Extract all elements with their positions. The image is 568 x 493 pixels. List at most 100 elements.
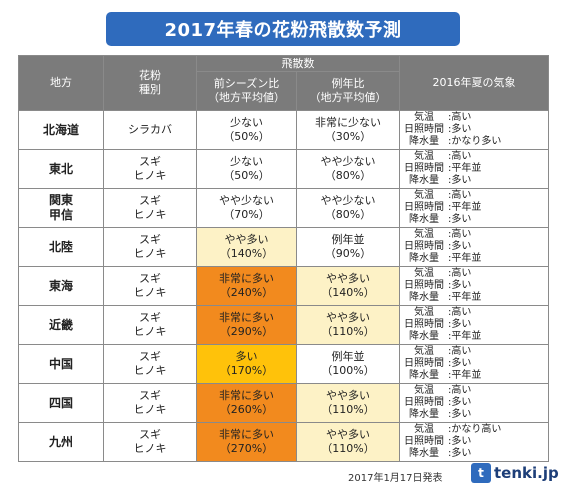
weather-line: 気温:高い	[401, 112, 548, 124]
weather-value: :高い	[448, 229, 472, 240]
species-cell: スギ ヒノキ	[103, 305, 197, 345]
normal-year-cell: 例年並 （90%）	[296, 227, 400, 267]
weather-label: 日照時間	[404, 202, 444, 213]
weather-label: 降水量	[409, 136, 439, 147]
weather-line: 日照時間:多い	[401, 241, 548, 253]
weather-line: 気温 :高い	[401, 151, 548, 163]
normal-year-cell: やや多い （110%）	[296, 422, 400, 462]
weather-value: :多い	[448, 214, 472, 225]
forecast-percent: （140%）	[321, 286, 375, 299]
weather-line: 降水量:多い	[401, 175, 548, 187]
forecast-percent: （50%）	[223, 130, 270, 143]
forecast-text: 非常に多い	[219, 428, 274, 441]
forecast-text: やや少ない	[320, 194, 376, 207]
weather-value: :多い	[448, 241, 472, 252]
forecast-text: 多い	[235, 350, 258, 363]
weather-label: 降水量	[409, 448, 439, 459]
weather-line: 降水量:平年並	[401, 331, 548, 343]
weather-value: :平年並	[448, 292, 482, 303]
weather-label: 日照時間	[404, 280, 444, 291]
summer-weather-cell: 気温 :かなり高い 日照時間:多い 降水量:多い	[399, 422, 549, 462]
forecast-text: 非常に多い	[219, 311, 274, 324]
weather-label: 気温	[414, 385, 434, 396]
weather-value: :高い	[448, 268, 472, 279]
weather-line: 降水量:平年並	[401, 253, 548, 265]
tenki-logo-text: tenki.jp	[494, 464, 559, 482]
weather-value: :高い	[448, 112, 472, 123]
weather-line: 日照時間:多い	[401, 280, 548, 292]
forecast-text: やや多い	[326, 428, 370, 441]
weather-line: 日照時間:平年並	[401, 163, 548, 175]
species-cell: スギ ヒノキ	[103, 266, 197, 306]
weather-value: :多い	[448, 175, 472, 186]
region-cell: 中国	[18, 344, 104, 384]
table-row: 関東 甲信 スギ ヒノキ やや少ない （70%） やや少ない （80%） 気温:高い 日照時間…	[18, 188, 549, 228]
forecast-text: やや少ない	[219, 194, 274, 207]
weather-line: 気温:高い	[401, 307, 548, 319]
summer-weather-cell: 気温:高い 日照時間:多い 降水量:平年並	[399, 344, 549, 384]
weather-line: 降水量:多い	[401, 448, 548, 460]
forecast-text: やや多い	[224, 233, 269, 246]
publish-date: 2017年1月17日発表	[348, 473, 443, 484]
header-species: 花粉 種別	[103, 55, 197, 111]
table-row: 東海 スギ ヒノキ 非常に多い （240%） やや多い （140%） 気温:高い 日照時間:多…	[18, 266, 549, 306]
table-row: 中国 スギ ヒノキ 多い （170%） 例年並 （100%） 気温:高い 日照時間:多い 降水量…	[18, 344, 549, 384]
forecast-percent: （170%）	[219, 364, 274, 377]
weather-label: 気温	[414, 151, 434, 162]
weather-value: :高い	[448, 190, 472, 201]
header-summer-weather: 2016年夏の気象	[399, 55, 549, 111]
forecast-text: 例年並	[331, 233, 365, 246]
weather-label: 気温	[414, 190, 434, 201]
tenki-logo-icon: t	[471, 463, 491, 483]
weather-line: 日照時間:多い	[401, 436, 548, 448]
weather-value: :高い	[448, 385, 472, 396]
region-cell: 四国	[18, 383, 104, 423]
weather-label: 日照時間	[404, 358, 444, 369]
weather-value: :多い	[448, 397, 472, 408]
tenki-logo: t tenki.jp	[471, 463, 559, 483]
prev-season-cell: 非常に多い （260%）	[196, 383, 297, 423]
region-cell: 北海道	[18, 110, 104, 150]
weather-value: :かなり多い	[448, 136, 502, 147]
summer-weather-cell: 気温 :高い 日照時間:平年並 降水量:多い	[399, 149, 549, 189]
forecast-percent: （140%）	[219, 247, 274, 260]
prev-season-cell: 非常に多い （270%）	[196, 422, 297, 462]
region-cell: 関東 甲信	[18, 188, 104, 228]
weather-label: 降水量	[409, 292, 439, 303]
weather-line: 日照時間:平年並	[401, 202, 548, 214]
page-title: 2017年春の花粉飛散数予測	[106, 12, 460, 46]
weather-value: :多い	[448, 319, 472, 330]
header-region: 地方	[18, 55, 104, 111]
prev-season-cell: やや少ない （70%）	[196, 188, 297, 228]
weather-label: 気温	[414, 424, 434, 435]
forecast-text: 非常に多い	[219, 389, 274, 402]
weather-value: :高い	[448, 151, 472, 162]
weather-line: 気温 :高い	[401, 385, 548, 397]
weather-label: 降水量	[409, 370, 439, 381]
summer-weather-cell: 気温:高い 日照時間:多い 降水量:平年並	[399, 266, 549, 306]
forecast-percent: （290%）	[219, 325, 274, 338]
normal-year-cell: 例年並 （100%）	[296, 344, 400, 384]
weather-label: 降水量	[409, 331, 439, 342]
prev-season-cell: 多い （170%）	[196, 344, 297, 384]
weather-line: 日照時間:多い	[401, 319, 548, 331]
region-cell: 北陸	[18, 227, 104, 267]
table-row: 北陸 スギ ヒノキ やや多い （140%） 例年並 （90%） 気温:高い 日照時間:多い 降水…	[18, 227, 549, 267]
summer-weather-cell: 気温:高い 日照時間:多い 降水量:平年並	[399, 227, 549, 267]
weather-line: 降水量:平年並	[401, 370, 548, 382]
forecast-text: 少ない	[230, 116, 263, 129]
prev-season-cell: 少ない （50%）	[196, 110, 297, 150]
weather-value: :かなり高い	[448, 424, 502, 435]
forecast-percent: （100%）	[321, 364, 375, 377]
weather-line: 日照時間:多い	[401, 124, 548, 136]
weather-value: :多い	[448, 124, 472, 135]
weather-label: 日照時間	[404, 397, 444, 408]
weather-line: 気温:高い	[401, 346, 548, 358]
pollen-forecast-table: 地方 花粉 種別 飛散数 2016年夏の気象 前シーズン比 （地方平均値） 例年…	[18, 55, 549, 462]
summer-weather-cell: 気温:高い 日照時間:多い 降水量:平年並	[399, 305, 549, 345]
forecast-text: やや少ない	[320, 155, 376, 168]
summer-weather-cell: 気温:高い 日照時間:多い 降水量 :かなり多い	[399, 110, 549, 150]
normal-year-cell: やや少ない （80%）	[296, 149, 400, 189]
forecast-percent: （50%）	[223, 169, 270, 182]
species-cell: スギ ヒノキ	[103, 383, 197, 423]
